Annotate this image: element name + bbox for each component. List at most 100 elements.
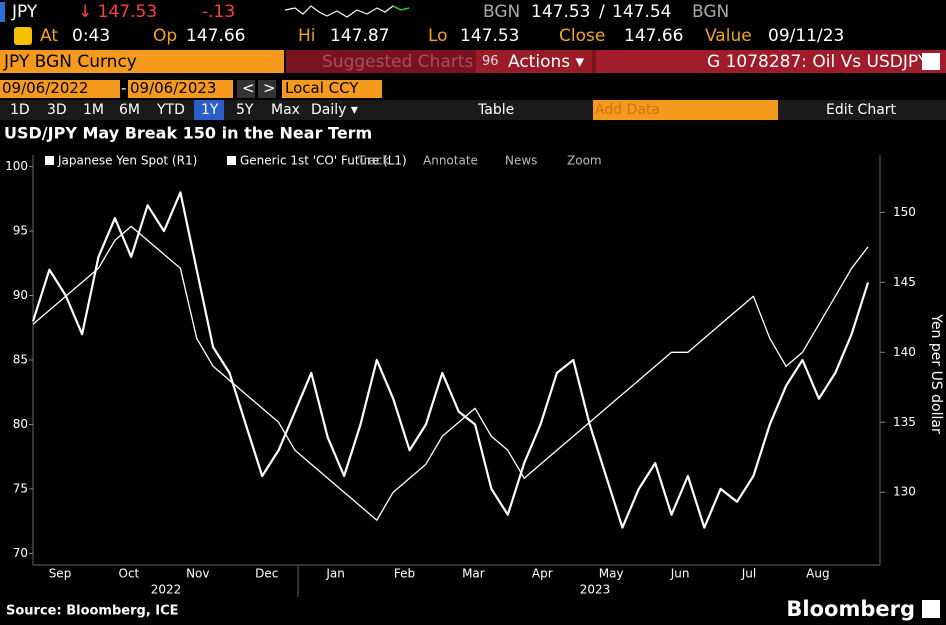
currency-box[interactable] [282, 80, 382, 98]
security-box[interactable] [0, 50, 284, 73]
y-tick-label: 95 [13, 224, 28, 238]
x-tick-label: Jun [670, 567, 690, 581]
open: 147.66 [186, 26, 246, 46]
value-date: 09/11/23 [768, 26, 845, 46]
x-tick-label: Dec [255, 567, 278, 581]
chart-title: USD/JPY May Break 150 in the Near Term [4, 124, 372, 143]
period[interactable]: 1M [83, 102, 104, 118]
ticker: JPY [12, 2, 38, 22]
next[interactable]: > [263, 79, 276, 97]
value-label: Value [705, 26, 752, 46]
ask: 147.54 [612, 2, 672, 22]
prev-box[interactable] [237, 80, 255, 98]
period[interactable]: 5Y [236, 102, 254, 118]
year-label: 2023 [580, 583, 611, 597]
at: 0:43 [72, 26, 111, 46]
y2-tick-label: 150 [893, 205, 916, 219]
end-date[interactable]: 09/06/2023 [130, 79, 217, 97]
start-date[interactable]: 09/06/2022 [2, 79, 89, 97]
close-icon[interactable] [922, 53, 940, 70]
y2-axis-label: Yen per US dollar [928, 313, 944, 434]
end-box[interactable] [128, 80, 233, 98]
y-tick-label: 100 [5, 159, 28, 173]
add-data[interactable]: Add Data [595, 102, 660, 118]
series-line [32, 225, 869, 521]
period-bar [0, 100, 946, 120]
bid-source: BGN [483, 2, 521, 22]
chart-id: G 1078287: Oil Vs USDJPY [707, 52, 929, 72]
marker [0, 2, 5, 22]
at-label: At [40, 26, 58, 46]
x-tick-label: Aug [806, 567, 829, 581]
legend-label: Japanese Yen Spot (R1) [57, 154, 197, 168]
start-box[interactable] [0, 80, 120, 98]
y-tick-label: 75 [13, 481, 28, 495]
x-tick-label: Feb [394, 567, 415, 581]
actions-box[interactable] [476, 50, 592, 73]
x-tick-label: Apr [532, 567, 553, 581]
last-price: ↓ 147.53 [78, 2, 158, 22]
y2-tick-label: 130 [893, 485, 916, 499]
period[interactable]: YTD [157, 102, 185, 118]
chart-tool[interactable]: Annotate [423, 154, 478, 168]
period[interactable]: 1D [10, 102, 30, 118]
low-label: Lo [428, 26, 448, 46]
y2-tick-label: 140 [893, 345, 916, 359]
add-data-box[interactable] [593, 100, 778, 120]
selected-period [194, 100, 224, 120]
brand: Bloomberg [786, 597, 915, 621]
period[interactable]: Max [271, 102, 300, 118]
frequency[interactable]: Daily ▾ [311, 102, 358, 118]
high-label: Hi [298, 26, 316, 46]
x-tick-label: Mar [462, 567, 485, 581]
bid: 147.53 [531, 2, 591, 22]
actions[interactable]: Actions ▾ [508, 52, 585, 72]
x-tick-label: Oct [119, 567, 140, 581]
period[interactable]: 6M [119, 102, 140, 118]
open-label: Op [153, 26, 178, 46]
close-label: Close [559, 26, 606, 46]
prev[interactable]: < [242, 79, 255, 97]
code: 96 [482, 54, 499, 69]
period[interactable]: 1Y [201, 102, 219, 118]
year-label: 2022 [151, 583, 182, 597]
y-tick-label: 80 [13, 417, 28, 431]
chart-tool[interactable]: Zoom [567, 154, 602, 168]
clock-icon [14, 27, 32, 45]
edit-chart[interactable]: Edit Chart [826, 102, 897, 118]
suggested-charts[interactable]: Suggested Charts [322, 52, 474, 72]
source: Source: Bloomberg, ICE [6, 604, 179, 619]
high: 147.87 [330, 26, 390, 46]
change: -.13 [202, 2, 236, 22]
chart-tool[interactable]: News [505, 154, 537, 168]
chart-id-box [596, 50, 946, 73]
next-box[interactable] [258, 80, 276, 98]
period[interactable]: 3D [47, 102, 67, 118]
x-tick-label: Jan [325, 567, 345, 581]
legend-swatch [45, 156, 54, 165]
ask-source: BGN [692, 2, 730, 22]
x-tick-label: May [599, 567, 624, 581]
series-line [31, 191, 870, 529]
sparkline [285, 5, 410, 18]
y-tick-label: 90 [13, 288, 28, 302]
x-tick-label: Nov [186, 567, 209, 581]
y-tick-label: 70 [13, 546, 28, 560]
currency[interactable]: Local CCY [285, 79, 359, 97]
separator: / [599, 2, 605, 22]
range-dash: - [121, 79, 127, 97]
brand-icon [922, 600, 940, 618]
chart: USD/JPY May Break 150 in the Near Term S… [4, 124, 944, 622]
x-tick-label: Jul [741, 567, 756, 581]
close: 147.66 [624, 26, 684, 46]
y2-tick-label: 135 [893, 415, 916, 429]
security[interactable]: JPY BGN Curncy [4, 52, 137, 72]
y-tick-label: 85 [13, 353, 28, 367]
table[interactable]: Table [478, 102, 515, 118]
legend-label: Generic 1st 'CO' Future (L1) [240, 154, 407, 168]
low: 147.53 [460, 26, 520, 46]
y2-tick-label: 145 [893, 275, 916, 289]
chart-tool[interactable]: Track [357, 154, 389, 168]
legend-swatch [227, 156, 236, 165]
